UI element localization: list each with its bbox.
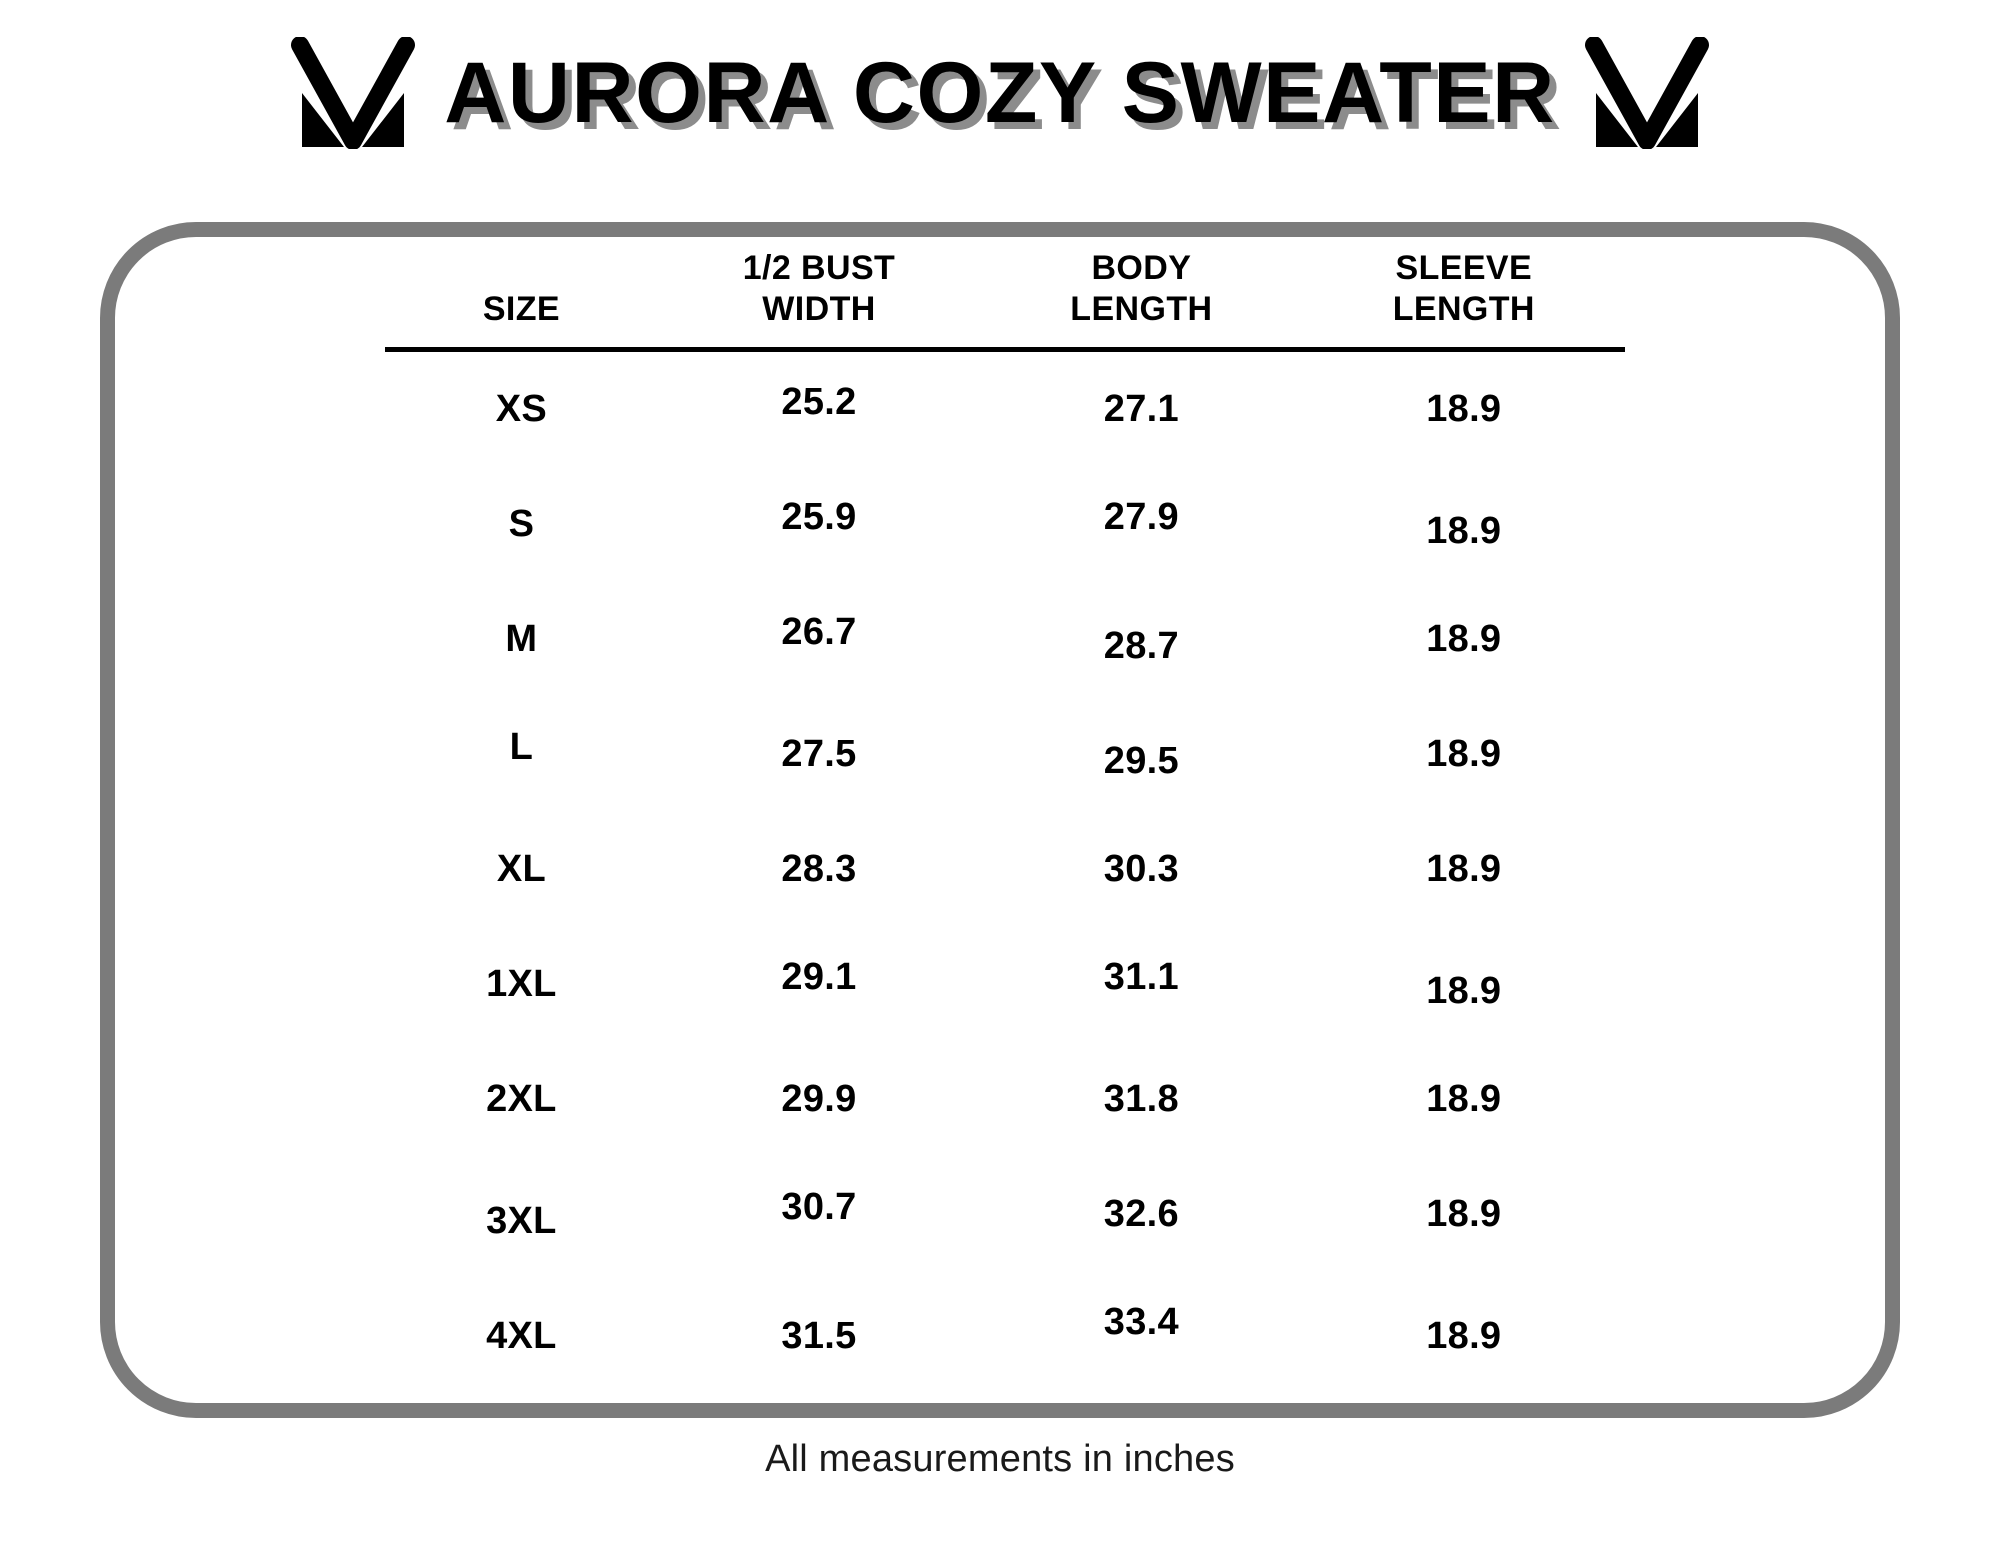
cell-body: 29.5 [1103, 739, 1179, 782]
table-row: S 25.9 27.9 18.9 [385, 467, 1625, 582]
column-header-size: SIZE [482, 290, 560, 329]
cell-sleeve: 18.9 [1426, 1077, 1502, 1120]
table-header-row: SIZE 1/2 BUST WIDTH BODY LENGTH SLEEVE L… [385, 248, 1625, 350]
cell-body: 28.7 [1103, 624, 1179, 667]
cell-body: 33.4 [1103, 1300, 1179, 1343]
cell-body: 32.6 [1103, 1192, 1179, 1235]
cell-sleeve: 18.9 [1426, 1192, 1502, 1235]
cell-bust: 29.9 [781, 1077, 857, 1120]
cell-sleeve: 18.9 [1426, 509, 1502, 552]
page-title: AURORA COZY SWEATER [444, 45, 1556, 141]
table-body: XS 25.2 27.1 18.9 S 25.9 27.9 18.9 M 26.… [385, 349, 1625, 1387]
measurements-note: All measurements in inches [765, 1438, 1235, 1480]
cell-size: 3XL [486, 1199, 557, 1242]
table-row: 3XL 30.7 32.6 18.9 [385, 1157, 1625, 1272]
cell-sleeve: 18.9 [1426, 1314, 1502, 1357]
cell-bust: 29.1 [781, 955, 857, 998]
cell-size: 1XL [486, 962, 557, 1005]
table-row: L 27.5 29.5 18.9 [385, 697, 1625, 812]
cell-body: 27.9 [1103, 495, 1179, 538]
table-row: 2XL 29.9 31.8 18.9 [385, 1042, 1625, 1157]
cell-sleeve: 18.9 [1426, 617, 1502, 660]
column-header-bust: 1/2 BUST WIDTH [742, 249, 896, 329]
cell-size: S [508, 502, 535, 545]
cell-sleeve: 18.9 [1426, 387, 1502, 430]
cell-body: 31.1 [1103, 955, 1179, 998]
table-row: XS 25.2 27.1 18.9 [385, 349, 1625, 467]
page-header: AURORA COZY SWEATER [0, 28, 2000, 158]
table-row: 1XL 29.1 31.1 18.9 [385, 927, 1625, 1042]
cell-size: 4XL [486, 1314, 557, 1357]
cell-sleeve: 18.9 [1426, 732, 1502, 775]
cell-body: 30.3 [1103, 847, 1179, 890]
cell-body: 31.8 [1103, 1077, 1179, 1120]
table-header: SIZE 1/2 BUST WIDTH BODY LENGTH SLEEVE L… [385, 248, 1625, 350]
cell-body: 27.1 [1103, 387, 1179, 430]
cell-bust: 30.7 [781, 1185, 857, 1228]
cell-size: L [509, 725, 534, 768]
brand-v-logo-left [291, 37, 416, 149]
cell-size: M [505, 617, 538, 660]
column-header-sleeve: SLEEVE LENGTH [1392, 249, 1535, 329]
cell-bust: 26.7 [781, 610, 857, 653]
cell-bust: 28.3 [781, 847, 857, 890]
cell-sleeve: 18.9 [1426, 847, 1502, 890]
cell-size: XL [496, 847, 546, 890]
table-row: 4XL 31.5 33.4 18.9 [385, 1272, 1625, 1387]
size-chart-table: SIZE 1/2 BUST WIDTH BODY LENGTH SLEEVE L… [385, 248, 1625, 1387]
cell-bust: 25.9 [781, 495, 857, 538]
column-header-body: BODY LENGTH [1070, 249, 1213, 329]
cell-bust: 31.5 [781, 1314, 857, 1357]
table-row: M 26.7 28.7 18.9 [385, 582, 1625, 697]
size-chart-card [100, 222, 1900, 1418]
cell-size: XS [495, 387, 548, 430]
table-row: XL 28.3 30.3 18.9 [385, 812, 1625, 927]
cell-sleeve: 18.9 [1426, 969, 1502, 1012]
brand-v-logo-right [1584, 37, 1709, 149]
cell-bust: 27.5 [781, 732, 857, 775]
cell-size: 2XL [486, 1077, 557, 1120]
cell-bust: 25.2 [781, 380, 857, 423]
